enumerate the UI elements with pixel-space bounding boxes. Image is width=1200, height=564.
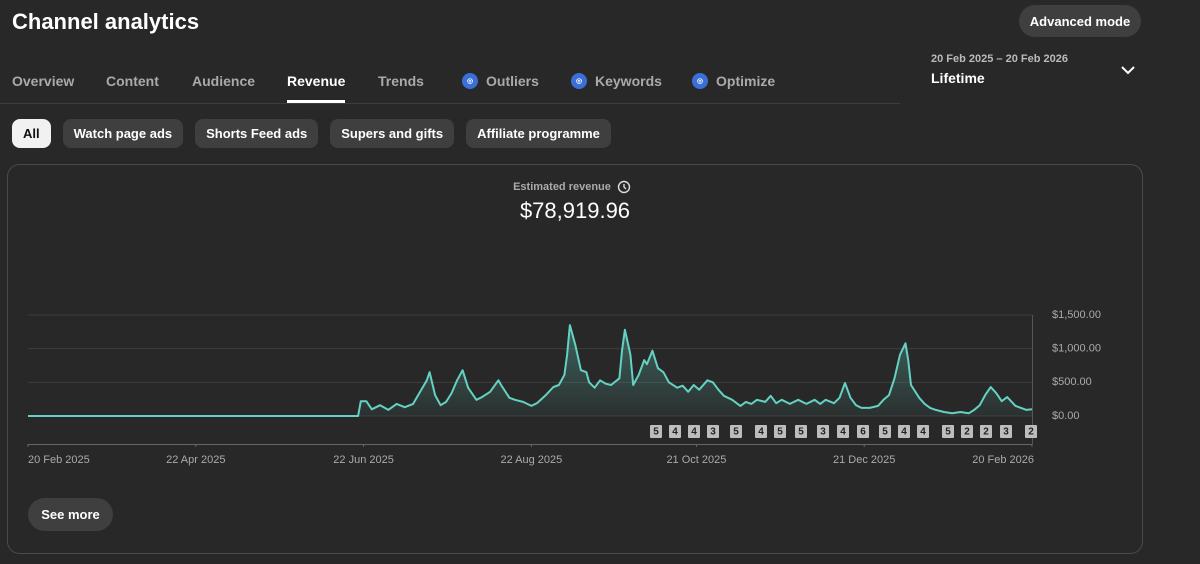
marker-label: 4 <box>920 427 926 438</box>
tab-icon: ◎ <box>571 73 587 89</box>
marker-label: 4 <box>901 427 907 438</box>
clock-icon <box>617 180 631 194</box>
tab-label: Content <box>106 73 159 89</box>
x-tick-label: 22 Aug 2025 <box>500 454 562 466</box>
chart-title: Estimated revenue <box>513 181 611 193</box>
marker-badge <box>1025 425 1037 438</box>
chip-bar: All Watch page ads Shorts Feed ads Supers a… <box>12 119 611 148</box>
y-tick-label: $1,000.00 <box>1052 343 1101 355</box>
page-title: Channel analytics <box>12 9 200 34</box>
tab[interactable]: Trends <box>378 72 424 90</box>
filter-chip[interactable]: Affiliate programme <box>466 119 611 148</box>
filter-chip[interactable]: All <box>12 119 51 148</box>
tab-label: Trends <box>378 73 424 89</box>
y-tick-label: $1,500.00 <box>1052 309 1101 321</box>
marker-label: 4 <box>840 427 846 438</box>
tab-label: Audience <box>192 73 256 89</box>
tab-icon: ◎ <box>692 73 708 89</box>
marker-badge <box>730 425 742 438</box>
tab[interactable]: Overview <box>12 72 74 90</box>
marker-label: 3 <box>820 427 826 438</box>
x-tick-label: 21 Dec 2025 <box>833 454 895 466</box>
advanced-mode-button[interactable]: Advanced mode <box>1019 5 1141 37</box>
marker-label: 6 <box>860 427 866 438</box>
marker-badge <box>961 425 973 438</box>
marker-label: 4 <box>691 427 697 438</box>
marker-badge <box>857 425 869 438</box>
y-tick-label: $500.00 <box>1052 376 1092 388</box>
marker-label: 3 <box>1003 427 1009 438</box>
marker-label: 5 <box>882 427 888 438</box>
marker-label: 4 <box>672 427 678 438</box>
tab[interactable]: Revenue <box>287 72 345 90</box>
tab-label: Keywords <box>595 73 662 89</box>
period[interactable]: Lifetime <box>931 70 985 86</box>
marker-badge <box>650 425 662 438</box>
marker-badge <box>837 425 849 438</box>
total-value: $78,919.96 <box>520 198 630 223</box>
x-tick-label: 22 Apr 2025 <box>166 454 225 466</box>
tab[interactable]: ◎ Optimize <box>692 72 775 90</box>
marker-badge <box>879 425 891 438</box>
revenue-line <box>28 324 1033 417</box>
marker-badge <box>774 425 786 438</box>
marker-label: 4 <box>758 427 764 438</box>
marker-badge <box>755 425 767 438</box>
marker-label: 5 <box>653 427 659 438</box>
marker-label: 5 <box>798 427 804 438</box>
tab[interactable]: Content <box>106 72 159 90</box>
marker-label: 5 <box>945 427 951 438</box>
marker-badge <box>980 425 992 438</box>
marker-label: 5 <box>777 427 783 438</box>
filter-chip[interactable]: Shorts Feed ads <box>195 119 319 148</box>
tab-label: Optimize <box>716 73 776 89</box>
marker-label: 2 <box>1028 427 1034 438</box>
filter-chip[interactable]: Supers and gifts <box>330 119 455 148</box>
x-tick-label: 20 Feb 2026 <box>972 454 1034 466</box>
y-tick-label: $0.00 <box>1052 410 1080 422</box>
tab[interactable]: ◎ Outliers <box>462 72 539 90</box>
tab[interactable]: ◎ Keywords <box>571 72 662 90</box>
filter-chip[interactable]: Watch page ads <box>62 119 184 148</box>
marker-label: 2 <box>983 427 989 438</box>
marker-label: 5 <box>733 427 739 438</box>
marker-badge <box>817 425 829 438</box>
tab-icon: ◎ <box>462 73 478 89</box>
marker-badge <box>688 425 700 438</box>
x-tick-label: 22 Jun 2025 <box>333 454 394 466</box>
tab-label: Revenue <box>287 73 346 89</box>
marker-badge <box>898 425 910 438</box>
date-range[interactable]: 20 Feb 2025 – 20 Feb 2026 <box>931 53 1068 65</box>
marker-badge <box>795 425 807 438</box>
marker-badge <box>707 425 719 438</box>
tab-label: Overview <box>12 73 75 89</box>
marker-label: 2 <box>964 427 970 438</box>
marker-badge <box>942 425 954 438</box>
marker-badge <box>669 425 681 438</box>
see-more-button[interactable]: See more <box>28 498 113 531</box>
chevron[interactable] <box>1121 66 1135 75</box>
marker-label: 3 <box>710 427 716 438</box>
x-tick-label: 20 Feb 2025 <box>28 454 90 466</box>
marker-badge <box>917 425 929 438</box>
tab[interactable]: Audience <box>192 72 255 90</box>
marker-badge <box>1000 425 1012 438</box>
tab-label: Outliers <box>486 73 539 89</box>
tab-underline <box>287 100 345 103</box>
x-tick-label: 21 Oct 2025 <box>666 454 726 466</box>
